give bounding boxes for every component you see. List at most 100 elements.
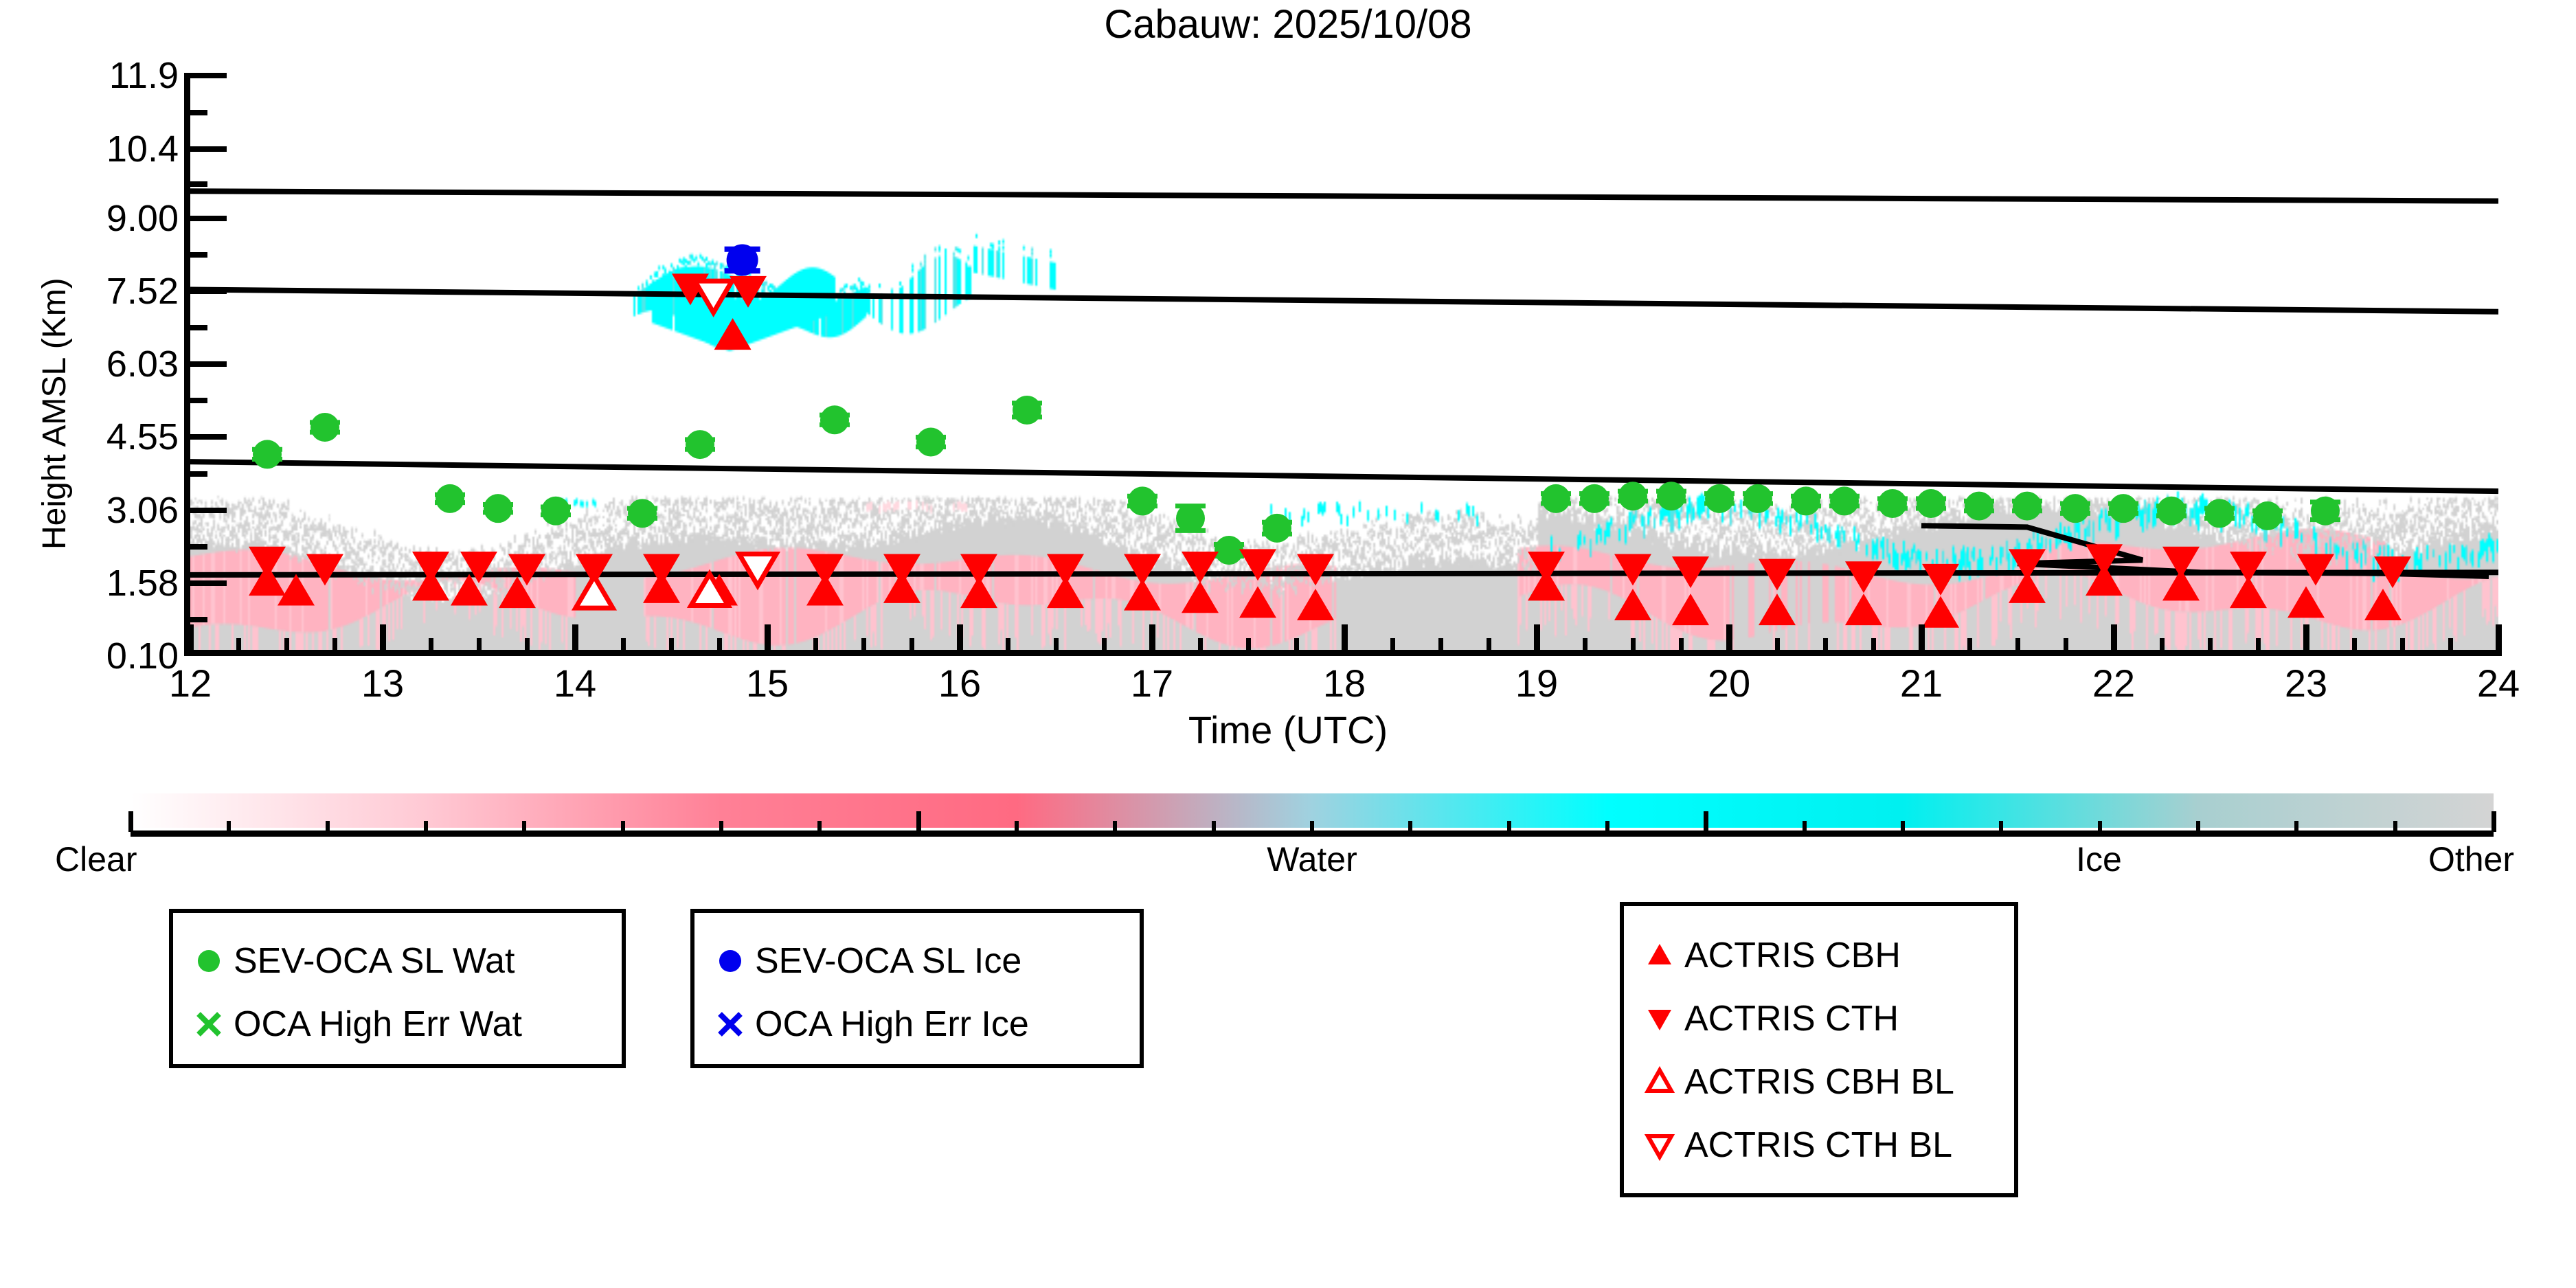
legend-label: ACTRIS CTH [1684, 999, 1899, 1039]
actris-cth-marker [1528, 551, 1565, 583]
actris-cth-marker [730, 275, 767, 308]
y-tick-label: 1.58 [106, 563, 179, 605]
model-level-line [190, 286, 2498, 315]
x-minor-tick [1390, 638, 1395, 656]
x-minor-tick [1438, 638, 1443, 656]
actris-cbh-marker [1124, 578, 1161, 611]
model-level-line [190, 459, 2498, 495]
y-tick [184, 580, 227, 587]
legend-label: SEV-OCA SL Ice [755, 941, 1022, 981]
x-minor-tick [1583, 638, 1588, 656]
x-tick-label: 24 [2476, 662, 2520, 705]
y-tick-label: 6.03 [106, 343, 179, 385]
actris-cbh-marker [1672, 594, 1709, 626]
legend-label: SEV-OCA SL Wat [234, 941, 515, 981]
colorbar-minor-tick [1605, 821, 1609, 832]
legend-entry[interactable]: OCA High Err Wat [173, 993, 622, 1056]
actris-cth-marker [2230, 551, 2267, 583]
x-tick [1919, 624, 1925, 656]
x-tick [2303, 624, 2309, 656]
colorbar-minor-tick [719, 821, 723, 832]
actris-cbh-bl-marker [686, 569, 733, 608]
sev-oca-sl-wat-marker [436, 484, 464, 513]
colorbar-minor-tick [2294, 821, 2299, 832]
x-minor-tick [2448, 638, 2453, 656]
x-minor-tick [1775, 638, 1780, 656]
legend-entry[interactable]: SEV-OCA SL Ice [694, 929, 1140, 993]
sev-oca-sl-wat-marker [1878, 489, 1907, 519]
sev-oca-sl-wat-marker [484, 494, 512, 523]
colorbar-minor-tick [1506, 821, 1511, 832]
y-minor-tick [184, 471, 207, 477]
actris-cbh-marker [278, 574, 315, 606]
colorbar [128, 793, 2496, 837]
legend-symbol [1639, 936, 1680, 975]
colorbar-minor-tick [1310, 821, 1314, 832]
sev-oca-sl-wat-marker [1214, 536, 1243, 565]
actris-cbh-marker [2287, 586, 2325, 618]
colorbar-minor-tick [817, 821, 822, 832]
actris-cth-marker [1759, 558, 1796, 591]
sev-oca-sl-wat-marker [2253, 501, 2282, 530]
actris-cbh-marker [1614, 588, 1651, 620]
actris-cbh-marker [883, 571, 920, 603]
actris-cth-marker [806, 554, 844, 586]
x-minor-tick [525, 638, 530, 656]
x-tick-label: 16 [938, 662, 982, 705]
legend-entry[interactable]: ACTRIS CTH BL [1624, 1114, 2014, 1177]
actris-cbh-marker [249, 564, 286, 596]
x-minor-tick [477, 638, 482, 656]
actris-cbh-bl-marker [571, 572, 618, 611]
y-minor-tick [184, 181, 207, 187]
sev-oca-sl-wat-marker [1541, 484, 1570, 513]
actris-cth-marker [306, 554, 343, 586]
actris-cth-bl-marker [734, 552, 781, 591]
legend-label: ACTRIS CBH [1684, 936, 1901, 975]
y-minor-tick [184, 109, 207, 115]
y-tick-label: 0.10 [106, 635, 179, 677]
legend-entry[interactable]: ACTRIS CBH BL [1624, 1050, 2014, 1114]
actris-cth-bl-marker [690, 278, 736, 317]
x-minor-tick [1631, 638, 1636, 656]
x-tick [188, 624, 194, 656]
sev-oca-sl-wat-marker [628, 499, 657, 528]
sev-oca-sl-wat-marker [1263, 513, 1291, 543]
actris-cth-marker [1845, 561, 1882, 594]
sev-oca-sl-wat-marker [1830, 486, 1859, 516]
actris-cbh-marker [806, 574, 844, 606]
x-minor-tick [284, 638, 289, 656]
x-tick-label: 21 [1899, 662, 1943, 705]
sev-oca-sl-wat-marker [2157, 496, 2186, 526]
legend-entry[interactable]: ACTRIS CBH [1624, 924, 2014, 987]
legend-entry[interactable]: SEV-OCA SL Wat [173, 929, 622, 993]
y-tick-label: 3.06 [106, 490, 179, 532]
sev-oca-sl-wat-marker [2205, 499, 2234, 528]
legend-entry[interactable]: OCA High Err Ice [694, 993, 1140, 1056]
y-tick [184, 215, 227, 221]
x-minor-tick [2160, 638, 2165, 656]
colorbar-axis [131, 831, 2494, 837]
sev-oca-sl-wat-marker [1580, 484, 1609, 513]
actris-cth-marker [249, 546, 286, 578]
triangle-up-filled-icon [1648, 944, 1671, 964]
x-minor-tick [813, 638, 818, 656]
x-tick [380, 624, 386, 656]
sev-oca-sl-wat-marker [1657, 482, 1686, 511]
legend-label: OCA High Err Ice [755, 1004, 1029, 1044]
colorbar-label: Clear [55, 840, 137, 879]
sev-oca-sl-wat-marker [310, 413, 339, 442]
x-minor-tick [909, 638, 914, 656]
actris-cth-marker [883, 554, 920, 586]
colorbar-label: Other [2428, 840, 2514, 879]
colorbar-major-tick [2492, 811, 2496, 832]
legend-symbol [710, 1005, 751, 1043]
actris-cbh-marker [451, 574, 488, 606]
actris-cth-marker [1614, 554, 1651, 586]
legend-entry[interactable]: ACTRIS CTH [1624, 987, 2014, 1050]
sev-oca-sl-wat-marker [541, 496, 570, 526]
actris-cth-marker [1124, 554, 1161, 586]
actris-cbh-marker [1845, 594, 1882, 626]
sev-oca-sl-wat-marker [1013, 395, 1041, 425]
colorbar-minor-tick [1802, 821, 1807, 832]
colorbar-minor-tick [1211, 821, 1216, 832]
